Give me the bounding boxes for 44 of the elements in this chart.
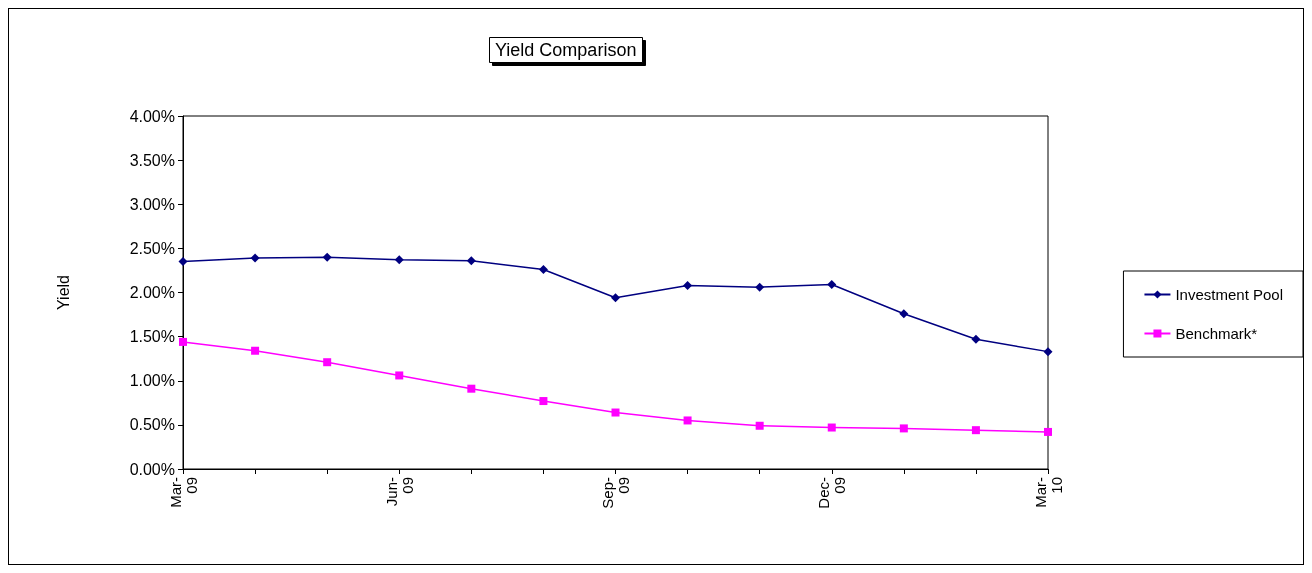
y-tick-label: 0.00%	[129, 460, 175, 478]
point	[611, 408, 620, 417]
point	[1044, 427, 1052, 436]
point	[323, 358, 332, 367]
point	[466, 256, 476, 266]
point	[394, 255, 404, 265]
point	[467, 384, 476, 393]
x-tick-label: Mar-10	[1031, 477, 1065, 508]
y-tick-label: 1.50%	[129, 328, 175, 346]
point	[827, 280, 837, 290]
y-tick-label: 2.00%	[129, 284, 175, 301]
point	[683, 280, 693, 290]
x-tick-label: Mar-09	[166, 477, 200, 508]
point	[755, 282, 765, 292]
point	[611, 293, 620, 303]
point	[899, 424, 908, 433]
y-tick-label: 3.50%	[129, 151, 175, 169]
y-tick-label: 0.50%	[129, 416, 175, 434]
point	[251, 346, 260, 355]
point	[1043, 347, 1053, 357]
point	[322, 252, 332, 262]
point	[827, 423, 836, 432]
point	[683, 416, 692, 425]
point	[971, 426, 980, 435]
point	[395, 371, 404, 380]
y-tick-label: 1.00%	[129, 372, 175, 390]
x-tick-label: Sep-09	[599, 477, 632, 509]
y-axis-title: Yield	[54, 275, 72, 310]
x-tick-label: Dec-09	[815, 477, 849, 509]
legend-label: Investment Pool	[1175, 286, 1284, 303]
point	[899, 309, 909, 319]
point	[250, 253, 260, 263]
chart-title: Yield Comparison	[495, 40, 637, 60]
legend-label: Benchmark*	[1175, 325, 1258, 342]
y-tick-label: 3.00%	[129, 195, 175, 213]
y-tick-label: 4.00%	[129, 107, 175, 125]
point	[538, 265, 548, 275]
x-tick-label: Jun-09	[382, 477, 416, 507]
point	[178, 257, 188, 267]
point	[179, 337, 187, 346]
point	[755, 421, 764, 430]
point	[539, 397, 548, 406]
point	[971, 334, 981, 344]
y-tick-label: 2.50%	[129, 239, 175, 257]
